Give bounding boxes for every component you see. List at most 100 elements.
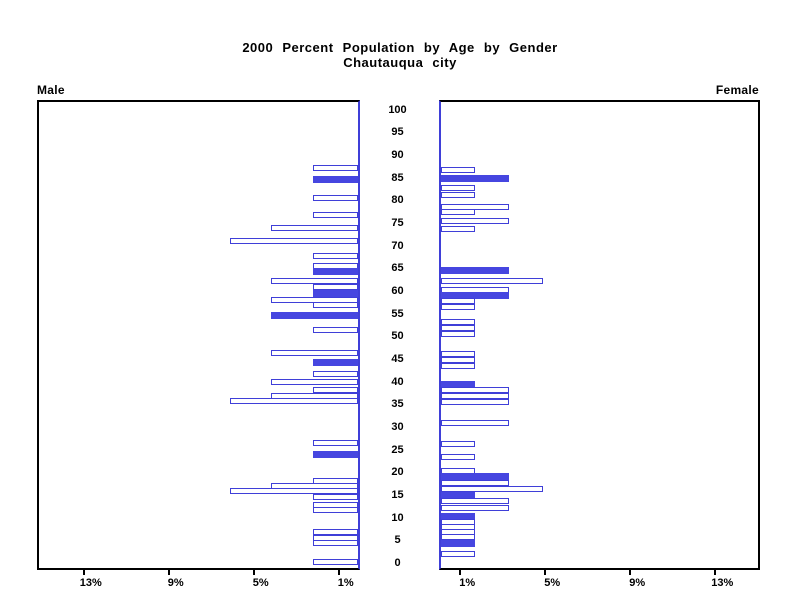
bar-male: [313, 253, 358, 259]
age-tick-label: 35: [391, 398, 404, 411]
bar-female: [441, 381, 475, 388]
bar-female: [441, 505, 509, 511]
bar-female: [441, 304, 475, 310]
bar-male: [313, 290, 358, 297]
bar-female: [441, 298, 475, 304]
bar-male: [313, 359, 358, 366]
bar-female: [441, 420, 509, 426]
bar-female: [441, 492, 475, 499]
chart-subtitle: Chautauqua city: [343, 55, 457, 70]
bar-female: [441, 167, 475, 173]
male-axis-tick-label: 13%: [79, 577, 102, 589]
bar-female: [441, 534, 475, 540]
age-tick-label: 30: [391, 420, 404, 433]
bar-male: [313, 529, 358, 535]
age-tick-label: 20: [391, 466, 404, 479]
chart-title: 2000 Percent Population by Age by Gender: [242, 40, 558, 55]
bar-male: [313, 540, 358, 546]
bar-female: [441, 399, 509, 405]
bar-female: [441, 278, 543, 284]
female-axis-tick: [544, 570, 547, 575]
male-axis-tick: [167, 570, 170, 575]
female-axis-tick: [714, 570, 717, 575]
age-tick-label: 55: [391, 307, 404, 320]
bar-female: [441, 551, 475, 557]
bar-female: [441, 218, 509, 224]
bar-male: [313, 494, 358, 500]
bar-male: [313, 387, 358, 393]
bar-male: [313, 165, 358, 171]
bar-male: [271, 379, 358, 385]
bar-female: [441, 454, 475, 460]
male-axis-tick: [82, 570, 85, 575]
female-axis-tick-label: 5%: [544, 577, 561, 589]
bar-male: [313, 284, 358, 290]
bar-male: [313, 302, 358, 308]
bar-female: [441, 319, 475, 325]
bar-female: [441, 363, 475, 369]
bar-female: [441, 331, 475, 337]
bar-female: [441, 513, 475, 520]
bar-male: [230, 398, 358, 404]
bar-female: [441, 486, 543, 492]
age-tick-label: 85: [391, 171, 404, 184]
bar-male: [271, 225, 358, 231]
age-tick-label: 100: [388, 103, 407, 116]
age-tick-label: 15: [391, 488, 404, 501]
bar-female: [441, 175, 509, 182]
bar-female: [441, 480, 509, 486]
bar-male: [313, 451, 358, 458]
age-tick-label: 90: [391, 148, 404, 161]
age-tick-label: 65: [391, 262, 404, 275]
bar-female: [441, 351, 475, 357]
age-tick-label: 70: [391, 239, 404, 252]
age-tick-label: 50: [391, 330, 404, 343]
female-series-label: Female: [715, 83, 759, 97]
age-tick-label: 0: [394, 557, 401, 569]
bar-female: [441, 185, 475, 191]
bar-female: [441, 325, 475, 331]
bar-female: [441, 441, 475, 447]
bar-female: [441, 204, 509, 210]
bar-female: [441, 192, 475, 198]
age-tick-label: 75: [391, 216, 404, 229]
age-tick-label: 10: [391, 511, 404, 524]
chart-title-block: 2000 Percent Population by Age by Gender…: [0, 40, 800, 70]
bar-male: [313, 268, 358, 275]
bar-male: [271, 278, 358, 284]
bar-male: [271, 312, 358, 319]
age-tick-label: 25: [391, 443, 404, 456]
age-tick-label: 45: [391, 352, 404, 365]
bar-male: [313, 212, 358, 218]
bar-female: [441, 387, 509, 393]
bar-female: [441, 267, 509, 274]
bar-female: [441, 292, 509, 299]
male-axis-tick: [337, 570, 340, 575]
bar-male: [313, 559, 358, 565]
age-tick-label: 60: [391, 284, 404, 297]
male-axis-tick-label: 5%: [252, 577, 269, 589]
male-plot-panel: [37, 100, 360, 570]
male-axis-tick-label: 9%: [167, 577, 184, 589]
bar-male: [230, 238, 358, 244]
bar-female: [441, 540, 475, 547]
age-tick-label: 80: [391, 194, 404, 207]
bar-female: [441, 498, 509, 504]
bar-male: [313, 371, 358, 377]
female-axis-tick-label: 9%: [629, 577, 646, 589]
bar-male: [313, 327, 358, 333]
female-axis-tick-label: 1%: [459, 577, 476, 589]
bar-male: [313, 176, 358, 183]
age-tick-label: 40: [391, 375, 404, 388]
bar-female: [441, 473, 509, 480]
male-axis-tick-label: 1%: [337, 577, 354, 589]
bar-male: [271, 350, 358, 356]
bar-male: [313, 507, 358, 513]
age-tick-label: 95: [391, 126, 404, 139]
bar-female: [441, 393, 509, 399]
male-series-label: Male: [37, 83, 65, 97]
female-axis-tick: [459, 570, 462, 575]
female-axis-tick: [629, 570, 632, 575]
bar-female: [441, 226, 475, 232]
